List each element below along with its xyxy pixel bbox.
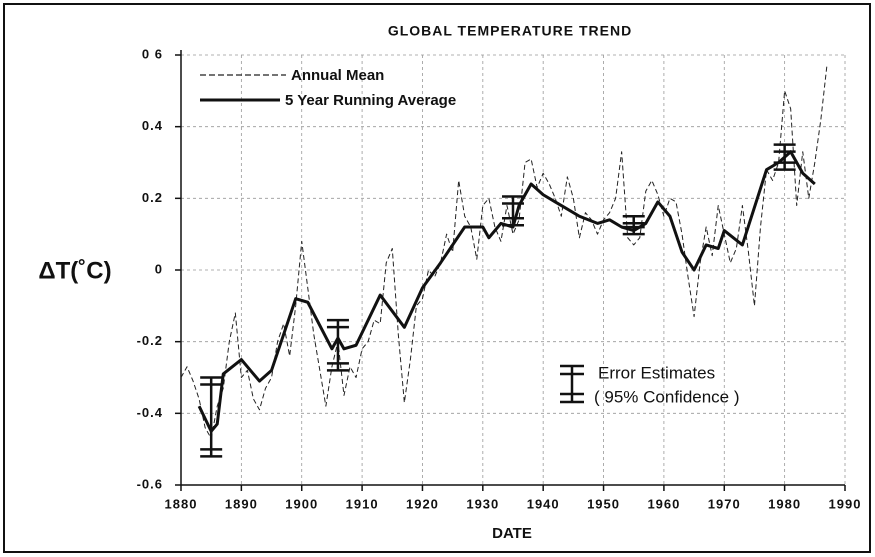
x-tick-label: 1880 — [165, 496, 198, 511]
line-series — [197, 150, 816, 433]
x-tick-label: 1940 — [527, 496, 560, 511]
y-tick-label: -0.6 — [137, 476, 163, 491]
error-legend-note: ( 95% Confidence ) — [594, 387, 740, 406]
frame — [3, 3, 871, 553]
x-tick-label: 1980 — [768, 496, 801, 511]
legend-label: Annual Mean — [291, 67, 384, 84]
x-tick-label: 1900 — [285, 496, 318, 511]
error-bar — [773, 143, 796, 171]
y-tick-label: 0 6 — [142, 46, 163, 61]
error-bar — [502, 195, 524, 227]
error-bar — [326, 318, 349, 372]
x-tick-label: 1970 — [708, 496, 741, 511]
x-axis-label: DATE — [492, 525, 532, 542]
y-axis-label: ΔT(˚C) — [38, 257, 111, 284]
x-tick-label: 1920 — [406, 496, 439, 511]
x-tick-label: 1950 — [587, 496, 620, 511]
error-bar — [200, 376, 223, 458]
x-tick-label: 1910 — [346, 496, 379, 511]
y-tick-label: -0.4 — [137, 405, 163, 420]
x-tick-label: 1890 — [225, 496, 258, 511]
x-tick-label: 1990 — [829, 496, 862, 511]
chart-title: GLOBAL TEMPERATURE TREND — [388, 23, 632, 39]
error-legend-label: Error Estimates — [598, 363, 715, 382]
y-tick-label: -0.2 — [137, 333, 163, 348]
y-tick-label: 0.4 — [142, 118, 163, 133]
error-bar — [622, 215, 645, 236]
y-tick-label: 0.2 — [142, 190, 163, 205]
legend-label: 5 Year Running Average — [285, 92, 456, 109]
legend: Annual Mean 5 Year Running Average Error… — [200, 67, 740, 406]
y-tick-label: 0 — [155, 261, 163, 276]
line-series — [180, 65, 828, 439]
error-legend-icon — [560, 364, 584, 404]
x-tick-label: 1930 — [466, 496, 499, 511]
x-tick-label: 1960 — [647, 496, 680, 511]
